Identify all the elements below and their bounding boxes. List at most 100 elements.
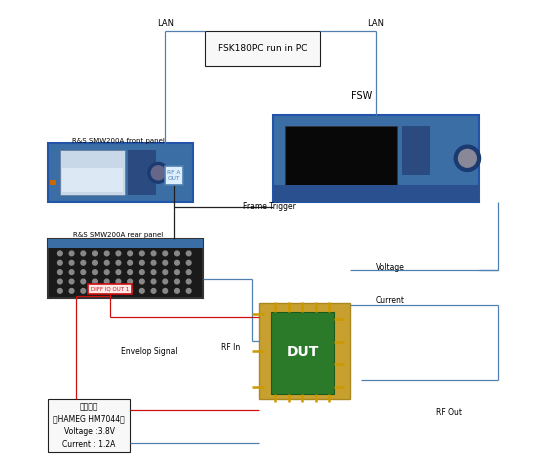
Text: FSW: FSW <box>352 91 372 101</box>
Circle shape <box>128 242 133 246</box>
Bar <box>128 150 156 195</box>
Circle shape <box>81 251 86 256</box>
Text: DUT: DUT <box>286 345 319 359</box>
Text: LAN: LAN <box>157 19 174 28</box>
Circle shape <box>163 251 168 256</box>
Text: FSK180PC run in PC: FSK180PC run in PC <box>218 44 307 53</box>
Circle shape <box>81 242 86 246</box>
Bar <box>62 168 123 192</box>
Circle shape <box>116 270 121 274</box>
Circle shape <box>186 242 191 246</box>
Circle shape <box>151 260 156 265</box>
Circle shape <box>116 289 121 293</box>
Circle shape <box>454 145 480 172</box>
Bar <box>273 115 479 202</box>
Circle shape <box>175 279 179 284</box>
Circle shape <box>175 289 179 293</box>
Bar <box>259 302 351 399</box>
Circle shape <box>104 260 109 265</box>
Circle shape <box>128 289 133 293</box>
Circle shape <box>69 270 74 274</box>
Text: LAN: LAN <box>367 19 384 28</box>
Circle shape <box>163 279 168 284</box>
Circle shape <box>151 251 156 256</box>
Bar <box>205 31 320 66</box>
Circle shape <box>116 260 121 265</box>
Bar <box>284 126 397 194</box>
Circle shape <box>69 242 74 246</box>
Circle shape <box>163 260 168 265</box>
Circle shape <box>57 289 62 293</box>
Circle shape <box>69 289 74 293</box>
Circle shape <box>57 242 62 246</box>
Text: RF In: RF In <box>221 343 240 352</box>
Circle shape <box>69 279 74 284</box>
Circle shape <box>57 260 62 265</box>
Circle shape <box>175 270 179 274</box>
Bar <box>402 126 430 175</box>
Text: R&S SMW200A front panel: R&S SMW200A front panel <box>72 138 165 144</box>
Circle shape <box>57 279 62 284</box>
Circle shape <box>186 260 191 265</box>
Circle shape <box>81 279 86 284</box>
Circle shape <box>175 242 179 246</box>
Circle shape <box>139 260 144 265</box>
Circle shape <box>81 260 86 265</box>
Circle shape <box>186 279 191 284</box>
Circle shape <box>69 251 74 256</box>
Circle shape <box>57 270 62 274</box>
Circle shape <box>104 289 109 293</box>
Circle shape <box>81 289 86 293</box>
Circle shape <box>139 289 144 293</box>
Circle shape <box>81 270 86 274</box>
Circle shape <box>69 260 74 265</box>
Text: Frame Trigger: Frame Trigger <box>242 202 295 211</box>
Circle shape <box>104 251 109 256</box>
Circle shape <box>139 270 144 274</box>
Circle shape <box>151 166 165 180</box>
Circle shape <box>163 270 168 274</box>
Circle shape <box>128 279 133 284</box>
Text: RF A
OUT: RF A OUT <box>168 170 181 181</box>
Circle shape <box>116 279 121 284</box>
Circle shape <box>128 260 133 265</box>
Circle shape <box>186 270 191 274</box>
Circle shape <box>93 270 97 274</box>
Text: Voltage: Voltage <box>376 263 405 272</box>
Circle shape <box>163 242 168 246</box>
Circle shape <box>104 270 109 274</box>
Circle shape <box>163 289 168 293</box>
Circle shape <box>116 242 121 246</box>
Circle shape <box>186 251 191 256</box>
Circle shape <box>57 251 62 256</box>
Circle shape <box>151 270 156 274</box>
Bar <box>271 312 334 394</box>
Bar <box>273 185 479 202</box>
Circle shape <box>459 149 476 167</box>
Circle shape <box>93 251 97 256</box>
Circle shape <box>93 289 97 293</box>
Circle shape <box>139 279 144 284</box>
Circle shape <box>151 289 156 293</box>
Circle shape <box>93 242 97 246</box>
Bar <box>48 143 193 202</box>
Circle shape <box>93 279 97 284</box>
Circle shape <box>116 251 121 256</box>
Bar <box>48 399 130 453</box>
Circle shape <box>139 251 144 256</box>
Circle shape <box>151 242 156 246</box>
Circle shape <box>139 242 144 246</box>
Text: 直流电源
（HAMEG HM7044）
Voltage :3.8V
Current : 1.2A: 直流电源 （HAMEG HM7044） Voltage :3.8V Curren… <box>54 402 125 449</box>
Circle shape <box>151 279 156 284</box>
Circle shape <box>128 270 133 274</box>
Circle shape <box>186 289 191 293</box>
Circle shape <box>175 251 179 256</box>
Circle shape <box>104 242 109 246</box>
Circle shape <box>93 260 97 265</box>
Bar <box>165 166 183 184</box>
Circle shape <box>148 163 169 183</box>
Text: R&S SMW200A rear panel: R&S SMW200A rear panel <box>73 232 164 237</box>
Bar <box>48 239 203 298</box>
Circle shape <box>104 279 109 284</box>
Bar <box>48 239 203 248</box>
